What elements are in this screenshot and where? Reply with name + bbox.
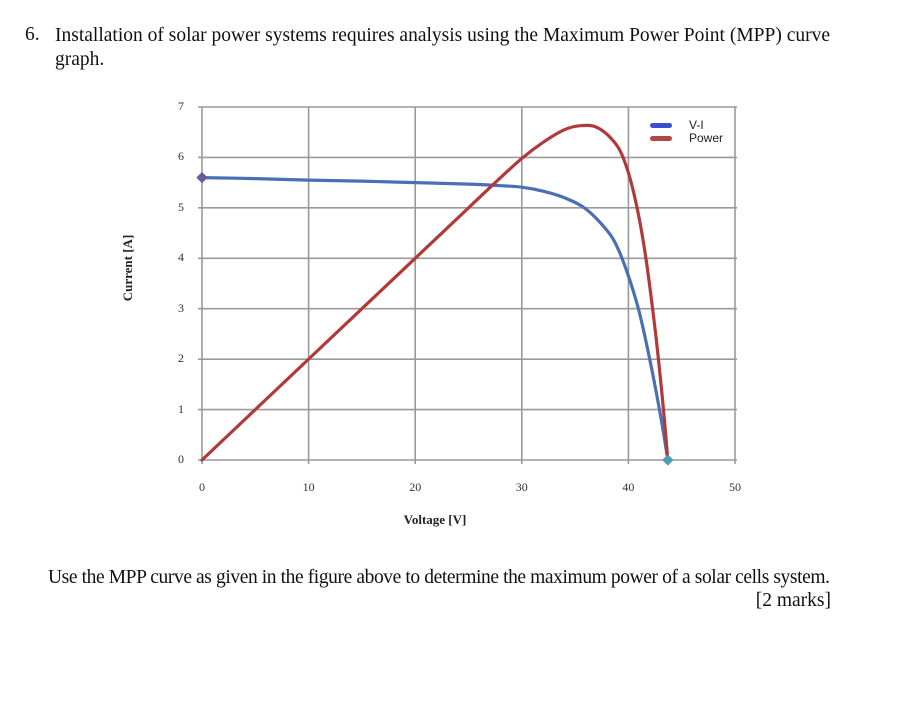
chart-plot-area <box>196 106 737 466</box>
legend-item-power: Power <box>650 132 723 145</box>
chart-legend: V-I Power <box>650 119 723 145</box>
question-number: 6. <box>25 24 40 45</box>
y-tick-label: 2 <box>178 351 184 366</box>
marks-label: [2 marks] <box>755 590 831 611</box>
legend-label-vi: V-I <box>689 118 704 132</box>
instruction-text: Use the MPP curve as given in the figure… <box>48 567 830 588</box>
x-tick-label: 10 <box>302 480 315 494</box>
y-tick-label: 0 <box>178 452 184 466</box>
question-text: Installation of solar power systems requ… <box>55 25 831 70</box>
x-tick-label: 0 <box>199 480 205 494</box>
y-axis-label: Current [A] <box>120 234 135 302</box>
series-vi-line <box>200 176 670 462</box>
y-tick-label: 4 <box>178 250 184 265</box>
y-tick-label: 3 <box>178 300 184 315</box>
x-tick-label: 50 <box>729 480 741 494</box>
legend-item-vi: V-I <box>650 119 723 132</box>
x-tick-label: 20 <box>409 480 422 494</box>
y-tick-label: 1 <box>178 401 184 416</box>
legend-label-power: Power <box>689 131 724 145</box>
legend-swatch-vi <box>650 123 672 128</box>
mpp-chart <box>140 90 770 540</box>
legend-swatch-power <box>650 136 672 141</box>
y-tick-label: 6 <box>178 149 184 164</box>
series-power-line <box>200 123 670 462</box>
y-tick-label: 5 <box>178 199 184 214</box>
x-tick-label: 30 <box>515 480 528 494</box>
data-point-marker <box>196 171 208 184</box>
x-tick-label: 40 <box>622 480 635 494</box>
x-axis-label: Voltage [V] <box>403 512 467 527</box>
data-point-marker <box>662 454 674 466</box>
y-tick-label: 7 <box>178 99 184 113</box>
